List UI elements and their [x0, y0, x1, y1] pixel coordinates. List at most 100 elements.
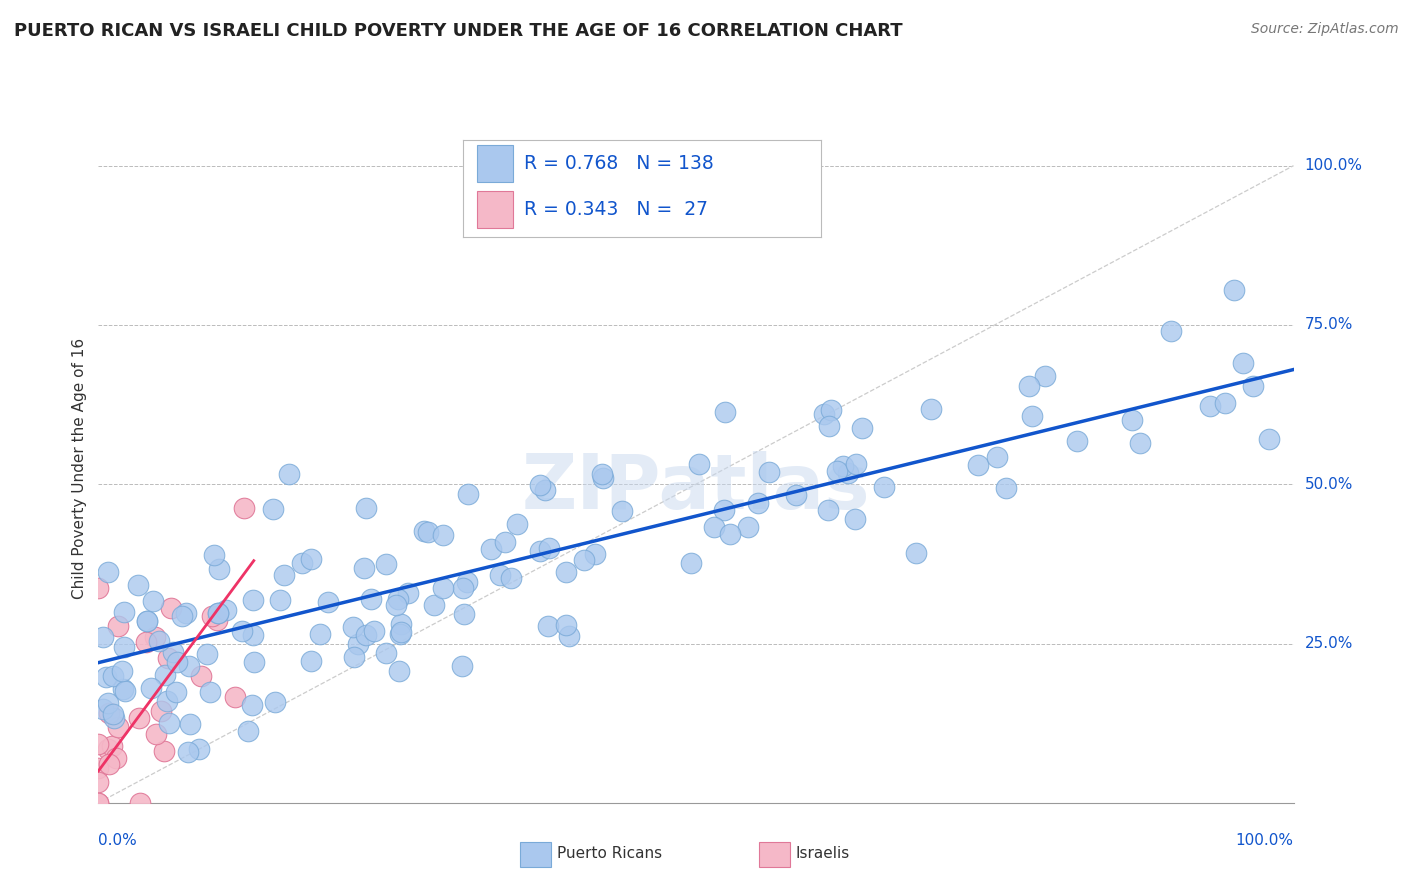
- Point: [112, 605, 135, 619]
- Point: [343, 650, 366, 665]
- Point: [501, 571, 523, 585]
- Text: 25.0%: 25.0%: [1305, 636, 1353, 651]
- Point: [827, 464, 849, 478]
- Point: [413, 524, 436, 538]
- Point: [187, 742, 209, 756]
- Point: [538, 541, 561, 555]
- Point: [87, 775, 110, 789]
- Point: [342, 620, 364, 634]
- Y-axis label: Child Poverty Under the Age of 16: Child Poverty Under the Age of 16: [72, 338, 87, 599]
- Point: [156, 693, 179, 707]
- Point: [785, 488, 807, 502]
- Point: [1033, 369, 1056, 384]
- Point: [688, 457, 710, 471]
- Point: [101, 739, 124, 754]
- Point: [534, 483, 557, 497]
- Point: [610, 504, 633, 518]
- Point: [87, 761, 110, 775]
- Point: [583, 547, 606, 561]
- Point: [166, 685, 188, 699]
- Point: [591, 467, 613, 482]
- Point: [107, 721, 129, 735]
- Point: [103, 711, 125, 725]
- Point: [1121, 413, 1143, 427]
- Point: [215, 603, 238, 617]
- Point: [114, 683, 136, 698]
- Point: [817, 419, 839, 434]
- Point: [1258, 432, 1281, 446]
- Point: [128, 711, 150, 725]
- Text: ZIPatlas: ZIPatlas: [522, 451, 870, 525]
- Point: [555, 565, 578, 579]
- Point: [87, 796, 110, 810]
- Point: [363, 624, 385, 639]
- Point: [202, 549, 225, 563]
- Point: [103, 669, 125, 683]
- Point: [844, 512, 866, 526]
- Point: [309, 627, 332, 641]
- Point: [747, 496, 769, 510]
- Point: [360, 591, 382, 606]
- Point: [389, 617, 412, 632]
- Point: [820, 403, 842, 417]
- Point: [145, 727, 167, 741]
- Point: [87, 581, 110, 595]
- Point: [845, 458, 868, 472]
- Point: [195, 648, 218, 662]
- Point: [758, 465, 780, 479]
- Point: [205, 613, 228, 627]
- Point: [136, 614, 159, 628]
- Point: [112, 682, 135, 697]
- Point: [242, 592, 264, 607]
- Point: [388, 664, 411, 678]
- Point: [262, 502, 284, 516]
- Point: [177, 745, 200, 759]
- Point: [98, 706, 121, 720]
- Point: [832, 458, 855, 473]
- Point: [529, 478, 551, 492]
- Point: [558, 629, 581, 643]
- Point: [375, 646, 398, 660]
- Point: [457, 487, 479, 501]
- Point: [170, 609, 193, 624]
- Point: [506, 516, 529, 531]
- Point: [1021, 409, 1043, 423]
- Point: [451, 658, 474, 673]
- Point: [242, 628, 264, 642]
- Point: [149, 705, 172, 719]
- Point: [387, 592, 409, 607]
- Point: [966, 458, 988, 472]
- Point: [837, 466, 859, 480]
- Point: [136, 614, 159, 628]
- Point: [905, 546, 928, 560]
- Point: [353, 561, 375, 575]
- Point: [148, 634, 170, 648]
- Point: [129, 796, 152, 810]
- Point: [207, 607, 229, 621]
- Point: [1213, 396, 1236, 410]
- Point: [157, 650, 180, 665]
- Point: [299, 654, 322, 668]
- Point: [87, 737, 110, 751]
- Point: [273, 568, 295, 582]
- Point: [679, 556, 702, 570]
- Point: [290, 556, 312, 570]
- Point: [396, 585, 419, 599]
- Text: 50.0%: 50.0%: [1305, 476, 1353, 491]
- Point: [135, 635, 157, 649]
- Point: [316, 595, 339, 609]
- Point: [1198, 399, 1220, 413]
- Point: [1160, 324, 1182, 338]
- Point: [153, 667, 176, 681]
- Point: [572, 552, 595, 566]
- Point: [97, 565, 120, 579]
- Point: [1018, 378, 1040, 392]
- Point: [1241, 378, 1264, 392]
- Point: [112, 640, 135, 654]
- Point: [160, 601, 183, 615]
- Text: PUERTO RICAN VS ISRAELI CHILD POVERTY UNDER THE AGE OF 16 CORRELATION CHART: PUERTO RICAN VS ISRAELI CHILD POVERTY UN…: [14, 22, 903, 40]
- Point: [198, 685, 221, 699]
- Point: [388, 626, 411, 640]
- Point: [190, 669, 212, 683]
- Point: [269, 593, 291, 607]
